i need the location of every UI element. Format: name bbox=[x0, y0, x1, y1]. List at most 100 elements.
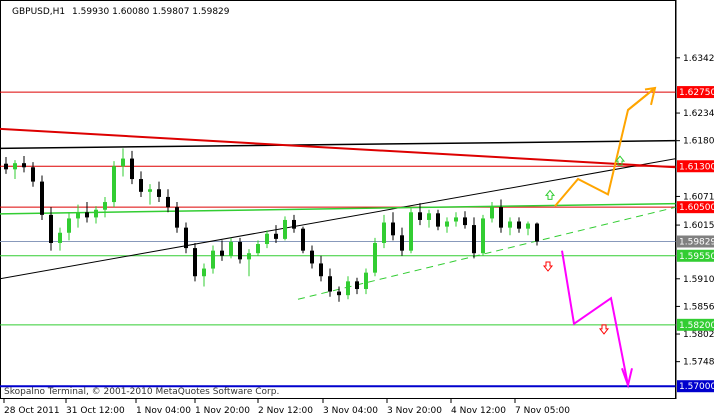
candle-body-34 bbox=[310, 250, 314, 264]
candle-body-16 bbox=[148, 189, 152, 192]
plot-area bbox=[0, 0, 676, 399]
candle-body-30 bbox=[274, 233, 278, 239]
time-axis: 28 Oct 2011 31 Oct 12:00 1 Nov 04:00 1 Nov … bbox=[3, 399, 570, 416]
trendline-green bbox=[0, 202, 677, 215]
candle-body-3 bbox=[31, 167, 35, 182]
price-tag-label-0: 1.62750 bbox=[679, 88, 714, 98]
candle-body-39 bbox=[355, 281, 359, 290]
candle-body-31 bbox=[283, 219, 287, 239]
candle-body-17 bbox=[157, 189, 161, 197]
trendline-green-dashed bbox=[297, 206, 677, 300]
candle-body-37 bbox=[337, 291, 341, 296]
candle-body-7 bbox=[67, 218, 71, 233]
bearish-arrowhead bbox=[621, 367, 633, 389]
candle-body-59 bbox=[535, 223, 539, 242]
bullish-arrowhead bbox=[644, 86, 657, 106]
price-axis: 1.63420 1.62340 1.61800 1.60710 1.60150 1.591… bbox=[675, 0, 714, 399]
x-tick-label-5: 3 Nov 04:00 bbox=[323, 406, 378, 416]
x-tick-label-3: 1 Nov 20:00 bbox=[195, 406, 250, 416]
candle-body-25 bbox=[229, 241, 233, 256]
price-tag-bg-6 bbox=[677, 380, 714, 393]
watermark: Skopalno Terminal, © 2001-2010 MetaQuote… bbox=[4, 387, 279, 397]
price-tag-label-4: 1.59550 bbox=[679, 252, 714, 262]
candle-body-33 bbox=[301, 228, 305, 251]
candle-body-49 bbox=[445, 221, 449, 227]
trendline-channel-black bbox=[0, 158, 677, 280]
candle-body-57 bbox=[517, 221, 521, 229]
candle-body-44 bbox=[400, 235, 404, 251]
candle-body-22 bbox=[202, 268, 206, 277]
x-tick-label-0: 28 Oct 2011 bbox=[4, 406, 60, 416]
candle-body-24 bbox=[220, 250, 224, 256]
candle-body-10 bbox=[94, 209, 98, 218]
y-tick-label-5: 1.59100 bbox=[683, 275, 714, 285]
candles bbox=[4, 148, 539, 302]
chart-ohlc: 1.59930 1.60080 1.59807 1.59829 bbox=[72, 7, 230, 17]
projection-paths bbox=[554, 86, 657, 389]
candle-body-23 bbox=[211, 250, 215, 269]
y-tick-label-7: 1.58020 bbox=[683, 330, 714, 340]
y-tick-label-2: 1.61800 bbox=[683, 137, 714, 147]
candle-body-27 bbox=[247, 253, 251, 260]
chart-symbol: GBPUSD,H1 bbox=[12, 7, 65, 17]
x-tick-label-2: 1 Nov 04:00 bbox=[136, 406, 191, 416]
candle-body-11 bbox=[103, 202, 107, 210]
trendline-red bbox=[0, 127, 677, 169]
candle-body-2 bbox=[22, 163, 26, 168]
candle-body-46 bbox=[418, 212, 422, 220]
candle-body-35 bbox=[319, 263, 323, 277]
price-tag-bg-2 bbox=[677, 201, 714, 214]
bullish-arrow-shaft bbox=[627, 87, 656, 111]
candle-body-40 bbox=[364, 272, 368, 290]
price-tag-bg-0 bbox=[677, 86, 714, 99]
price-tag-bg-4 bbox=[677, 249, 714, 262]
candle-body-26 bbox=[238, 241, 242, 260]
x-tick-label-8: 7 Nov 05:00 bbox=[515, 406, 570, 416]
y-tick-label-8: 1.57480 bbox=[683, 358, 714, 368]
candle-body-5 bbox=[49, 214, 53, 243]
candle-body-0 bbox=[4, 163, 8, 170]
x-tick-label-6: 3 Nov 20:00 bbox=[387, 406, 442, 416]
candle-body-41 bbox=[373, 242, 377, 273]
candle-body-51 bbox=[463, 217, 467, 226]
price-tag-label-1: 1.61300 bbox=[679, 162, 714, 172]
price-tag-label-3: 1.59829 bbox=[679, 237, 714, 247]
candle-body-56 bbox=[508, 221, 512, 228]
y-tick-label-3: 1.60710 bbox=[683, 192, 714, 202]
price-tag-label-2: 1.60500 bbox=[679, 203, 714, 213]
candle-body-12 bbox=[112, 166, 116, 203]
price-tag-bg-1 bbox=[677, 160, 714, 173]
candle-body-50 bbox=[454, 217, 458, 222]
candle-body-4 bbox=[40, 181, 44, 215]
candle-body-28 bbox=[256, 244, 260, 254]
candle-body-6 bbox=[58, 232, 62, 243]
chart-header: GBPUSD,H1 1.59930 1.60080 1.59807 1.5982… bbox=[12, 7, 230, 17]
up-arrow-icon-2 bbox=[614, 155, 626, 166]
candle-body-36 bbox=[328, 276, 332, 292]
candle-body-13 bbox=[121, 158, 125, 167]
down-arrow-icon-2 bbox=[598, 324, 610, 335]
down-arrow-icon bbox=[542, 261, 554, 272]
candle-body-29 bbox=[265, 233, 269, 245]
candle-body-55 bbox=[499, 207, 503, 228]
candle-body-54 bbox=[490, 207, 494, 219]
x-tick-label-4: 2 Nov 12:00 bbox=[258, 406, 313, 416]
price-tag-label-5: 1.58200 bbox=[679, 321, 714, 331]
candle-body-52 bbox=[472, 225, 476, 254]
candle-body-21 bbox=[193, 248, 197, 277]
bearish-projection bbox=[561, 250, 629, 386]
y-tick-label-0: 1.63420 bbox=[683, 54, 714, 64]
candle-body-8 bbox=[76, 212, 80, 219]
candle-body-38 bbox=[346, 281, 350, 296]
x-tick-label-1: 31 Oct 12:00 bbox=[66, 406, 125, 416]
candle-body-43 bbox=[391, 222, 395, 236]
price-tag-label-6: 1.57000 bbox=[679, 382, 714, 392]
candle-body-45 bbox=[409, 212, 413, 251]
candle-body-32 bbox=[292, 219, 296, 229]
candle-body-14 bbox=[130, 158, 134, 180]
candle-body-19 bbox=[175, 207, 179, 228]
y-tick-label-6: 1.58560 bbox=[683, 302, 714, 312]
candle-body-53 bbox=[481, 218, 485, 254]
trend-lines bbox=[0, 127, 677, 300]
